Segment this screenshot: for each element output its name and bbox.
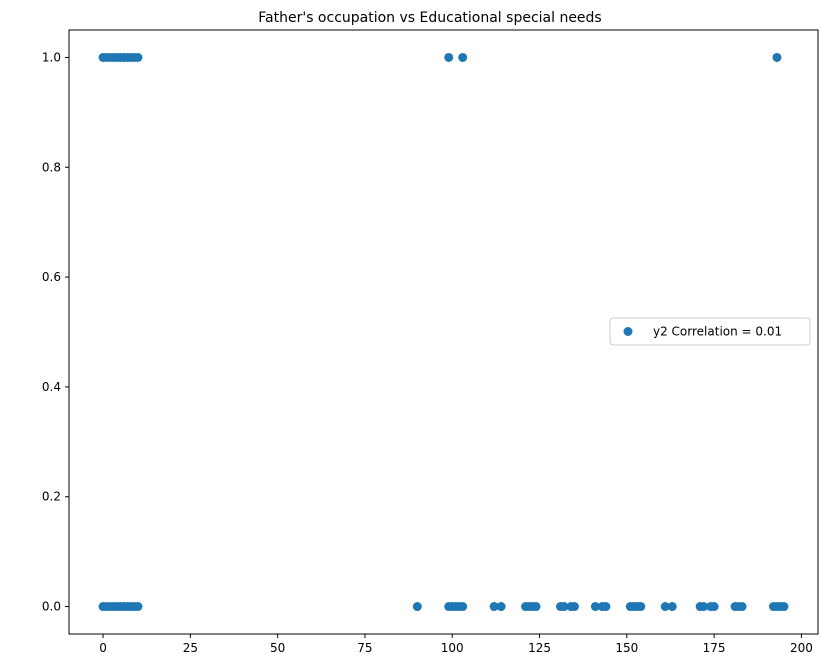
plot-area-frame [68,29,819,635]
y-tick-label: 1.0 [42,50,61,64]
data-point [458,602,468,612]
data-point [489,602,499,612]
data-point [667,602,677,612]
data-point [412,602,422,612]
x-tick-label: 175 [703,641,726,655]
data-point [699,602,709,612]
data-point [559,602,569,612]
data-point [444,52,454,62]
x-tick-label: 0 [99,641,107,655]
data-point [496,602,506,612]
data-point [772,52,782,62]
legend: y2 Correlation = 0.01 [609,317,811,346]
legend-marker [623,327,633,336]
x-tick-label: 200 [790,641,813,655]
data-point [458,52,468,62]
y-tick-label: 0.0 [42,600,61,614]
x-axis: 0 25 50 75 100 125 150 175 200 [99,634,813,655]
x-tick-label: 25 [183,641,198,655]
data-point [601,602,611,612]
y-tick-label: 0.2 [42,490,61,504]
data-point [636,602,646,612]
data-point [779,602,789,612]
x-tick-label: 150 [615,641,638,655]
x-tick-label: 50 [270,641,285,655]
data-point [660,602,670,612]
data-points [98,52,789,612]
chart-title: Father's occupation vs Educational speci… [258,10,601,26]
data-point [569,602,579,612]
legend-label: y2 Correlation = 0.01 [653,325,782,339]
data-point [531,602,541,612]
y-tick-label: 0.6 [42,270,61,284]
data-point [590,602,600,612]
x-tick-label: 75 [357,641,372,655]
data-point [737,602,747,612]
data-point [709,602,719,612]
x-tick-label: 100 [441,641,464,655]
y-tick-label: 0.4 [42,380,61,394]
data-point [133,602,143,612]
legend-box [609,317,811,346]
x-tick-label: 125 [528,641,551,655]
y-axis: 0.0 0.2 0.4 0.6 0.8 1.0 [42,50,69,614]
y-tick-label: 0.8 [42,160,61,174]
data-point [133,52,143,62]
